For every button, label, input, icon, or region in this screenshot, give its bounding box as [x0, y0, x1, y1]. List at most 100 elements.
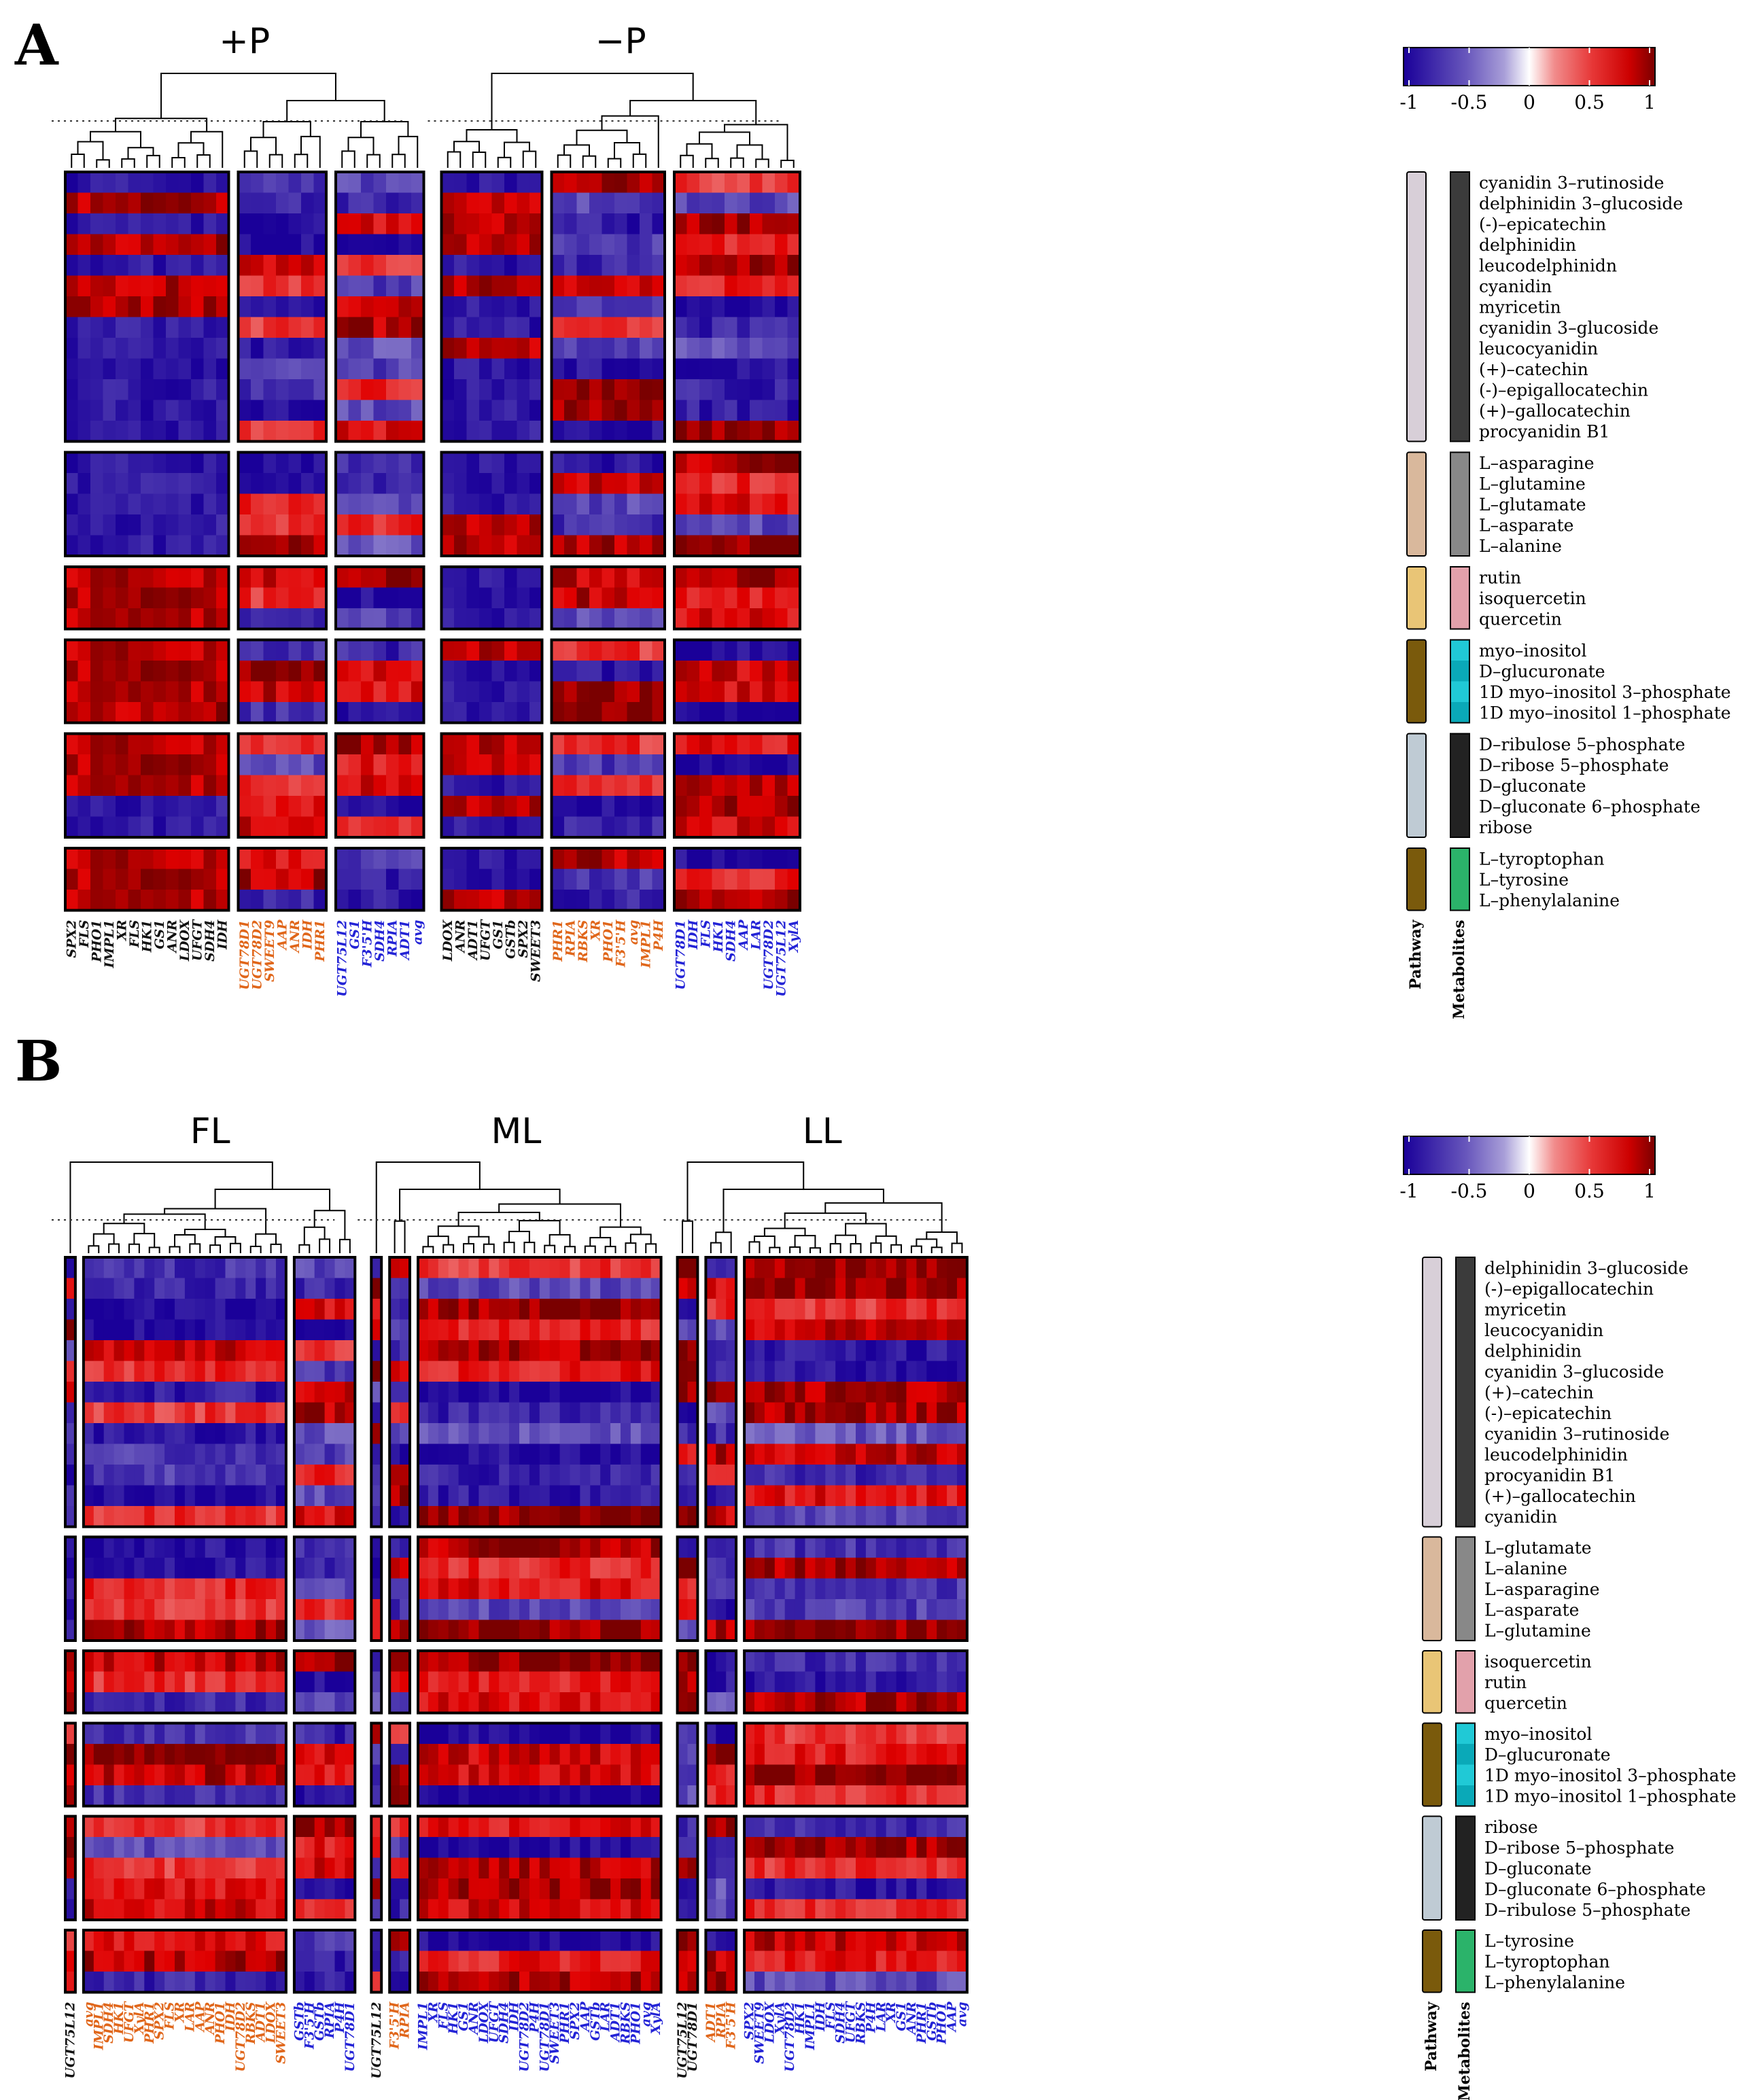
heatmap-cell — [418, 1558, 429, 1579]
heatmap-cell — [517, 681, 530, 703]
heatmap-cell — [263, 275, 277, 297]
heatmap-cell — [706, 1340, 716, 1361]
heatmap-cell — [774, 1764, 786, 1786]
heatmap-cell — [251, 890, 264, 911]
heatmap-cell — [215, 1599, 226, 1620]
heatmap-cell — [479, 296, 492, 317]
heatmap-cell — [754, 1558, 765, 1579]
heatmap-cell — [154, 1692, 165, 1713]
dendrogram-branch — [607, 158, 622, 168]
dendrogram-branch — [171, 156, 186, 168]
metabolite-color-cell — [1450, 192, 1469, 213]
heatmap-cell — [764, 1671, 776, 1693]
heatmap-cell — [610, 1785, 621, 1806]
heatmap-cell — [93, 1744, 105, 1765]
heatmap-cell — [551, 234, 565, 256]
heatmap-cell — [504, 796, 517, 817]
heatmap-cell — [276, 1930, 287, 1951]
heatmap-cell — [865, 1558, 877, 1579]
heatmap-cell — [324, 1950, 335, 1972]
heatmap-cell — [466, 255, 480, 276]
heatmap-cell — [712, 869, 725, 890]
heatmap-cell — [640, 535, 652, 557]
heatmap-cell — [314, 1402, 326, 1424]
condition-label-A-1: −P — [595, 21, 646, 62]
heatmap-cell — [640, 1899, 652, 1921]
dendrogram-branch — [422, 1246, 434, 1253]
heatmap-cell — [400, 1723, 411, 1745]
heatmap-cell — [652, 661, 665, 682]
heatmap-cell — [400, 1257, 411, 1278]
heatmap-cell — [725, 816, 737, 838]
heatmap-cell — [178, 608, 192, 629]
heatmap-cell — [896, 1537, 907, 1558]
heatmap-cell — [194, 1950, 206, 1972]
gene-label: SWEET9 — [262, 920, 277, 982]
heatmap-cell — [602, 317, 615, 338]
heatmap-cell — [153, 296, 167, 317]
heatmap-cell — [93, 1899, 105, 1921]
heatmap-cell — [114, 1537, 124, 1558]
heatmap-cell — [245, 1278, 256, 1299]
heatmap-cell — [245, 1506, 256, 1527]
heatmap-block — [64, 1815, 77, 1921]
heatmap-cell — [775, 275, 788, 297]
heatmap-cell — [491, 473, 505, 494]
heatmap-cell — [699, 172, 712, 193]
heatmap-cell — [166, 608, 179, 629]
heatmap-block — [673, 638, 801, 724]
heatmap-cell — [164, 1723, 175, 1745]
heatmap-cell — [706, 1857, 716, 1879]
heatmap-cell — [371, 1899, 382, 1921]
heatmap-cell — [313, 421, 327, 442]
heatmap-cell — [549, 1361, 561, 1382]
heatmap-cell — [937, 1599, 947, 1620]
heatmap-cell — [509, 1785, 520, 1806]
heatmap-cell — [602, 192, 615, 214]
heatmap-cell — [529, 452, 542, 474]
heatmap-cell — [164, 1278, 175, 1299]
heatmap-cell — [896, 1785, 907, 1806]
heatmap-cell — [504, 640, 517, 661]
heatmap-cell — [238, 275, 251, 297]
heatmap-cell — [216, 172, 229, 193]
heatmap-cell — [184, 1599, 196, 1620]
heatmap-cell — [775, 754, 788, 775]
heatmap-cell — [225, 1857, 236, 1879]
heatmap-cell — [764, 1485, 776, 1507]
heatmap-cell — [570, 1382, 580, 1403]
heatmap-cell — [775, 172, 788, 193]
heatmap-cell — [458, 1878, 469, 1900]
heatmap-cell — [466, 661, 480, 682]
heatmap-cell — [576, 234, 590, 256]
heatmap-cell — [334, 1361, 345, 1382]
heatmap-cell — [835, 1899, 846, 1921]
heatmap-cell — [428, 1299, 439, 1320]
heatmap-cell — [699, 317, 712, 338]
heatmap-cell — [589, 172, 602, 193]
heatmap-cell — [517, 775, 530, 797]
heatmap-cell — [815, 1599, 826, 1620]
heatmap-cell — [630, 1744, 642, 1765]
heatmap-cell — [590, 1651, 601, 1672]
heatmap-cell — [699, 296, 712, 317]
heatmap-cell — [686, 255, 700, 276]
heatmap-cell — [65, 848, 78, 869]
heatmap-cell — [856, 1764, 867, 1786]
heatmap-cell — [178, 473, 192, 494]
heatmap-cell — [630, 1485, 642, 1507]
heatmap-cell — [235, 1857, 246, 1879]
heatmap-cell — [314, 1899, 326, 1921]
heatmap-cell — [589, 775, 602, 797]
heatmap-cell — [551, 421, 565, 442]
heatmap-cell — [266, 1972, 277, 1993]
heatmap-cell — [576, 213, 590, 234]
heatmap-cell — [815, 1692, 826, 1713]
heatmap-cell — [947, 1423, 958, 1444]
heatmap-cell — [348, 234, 362, 256]
heatmap-cell — [551, 255, 565, 276]
heatmap-cell — [466, 775, 480, 797]
heatmap-cell — [348, 796, 362, 817]
heatmap-cell — [580, 1578, 591, 1600]
heatmap-cell — [775, 775, 788, 797]
